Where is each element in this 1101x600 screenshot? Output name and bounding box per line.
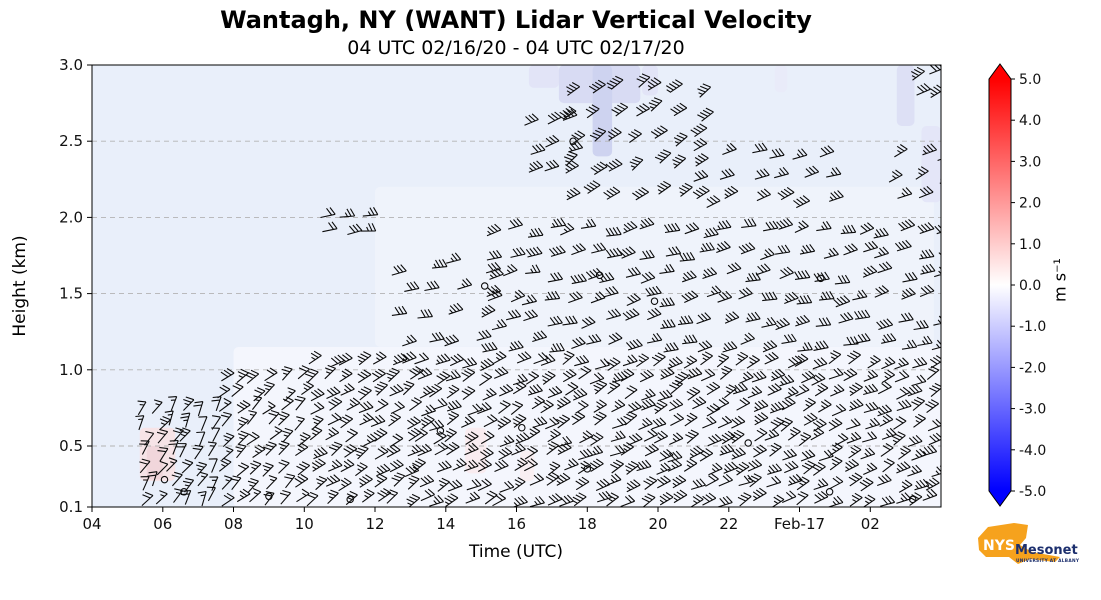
- x-axis: 04 06 08 10 12 14 16 18 20 22 Feb-17 02: [82, 507, 880, 533]
- nysm-logo: NYS Mesonet UNIVERSITY AT ALBANY: [978, 523, 1080, 564]
- x-tick-label: 08: [224, 515, 243, 533]
- x-tick-label: 16: [507, 515, 526, 533]
- logo-nys-text: NYS: [983, 538, 1015, 554]
- colorbar-tick-label: 3.0: [1019, 154, 1041, 170]
- x-tick-label: 18: [578, 515, 597, 533]
- colorbar-tick-label: -4.0: [1019, 443, 1046, 459]
- y-tick-label: 3.0: [59, 56, 83, 74]
- colorbar-gradient: [988, 63, 1012, 507]
- colorbar-tick-label: 4.0: [1019, 113, 1041, 129]
- calm-circles: [160, 137, 917, 504]
- chart-subtitle: 04 UTC 02/16/20 - 04 UTC 02/17/20: [347, 37, 685, 59]
- x-tick-label: 02: [861, 515, 880, 533]
- colorbar-tick-label: -2.0: [1019, 360, 1046, 376]
- x-axis-label: Time (UTC): [469, 542, 563, 562]
- x-tick-label: 10: [295, 515, 314, 533]
- colorbar: 5.0 4.0 3.0 2.0 1.0 0.0 -1.0 -2.0 -3.0 -4.0 -5.0: [988, 63, 1046, 507]
- colorbar-tick-label: 2.0: [1019, 196, 1041, 212]
- y-tick-label: 0.5: [59, 437, 83, 455]
- colorbar-tick-label: -5.0: [1019, 484, 1046, 500]
- colorbar-tick-label: -1.0: [1019, 319, 1046, 335]
- x-tick-label: 14: [436, 515, 455, 533]
- colorbar-tick-label: 1.0: [1019, 237, 1041, 253]
- y-tick-label: 0.1: [59, 498, 83, 516]
- colorbar-tick-label: -3.0: [1019, 402, 1046, 418]
- wind-barbs: [135, 65, 941, 507]
- y-tick-label: 1.0: [59, 361, 83, 379]
- x-tick-label: Feb-17: [774, 515, 825, 533]
- y-tick-label: 2.0: [59, 208, 83, 226]
- x-tick-label: 22: [719, 515, 738, 533]
- colorbar-tick-label: 0.0: [1019, 278, 1041, 294]
- y-tick-label: 1.5: [59, 285, 83, 303]
- y-axis-label: Height (km): [10, 235, 30, 337]
- x-tick-label: 12: [365, 515, 384, 533]
- x-tick-label: 20: [648, 515, 667, 533]
- y-axis: 3.0 2.5 2.0 1.5 1.0 0.5 0.1: [59, 56, 92, 516]
- y-tick-label: 2.5: [59, 132, 83, 150]
- colorbar-tick-label: 5.0: [1019, 72, 1041, 88]
- logo-mesonet-text: Mesonet: [1015, 543, 1078, 558]
- colorbar-label: m s⁻¹: [1050, 258, 1070, 302]
- logo-tagline-text: UNIVERSITY AT ALBANY: [1016, 558, 1080, 564]
- ny-state-shape: [978, 523, 1060, 564]
- chart-title: Wantagh, NY (WANT) Lidar Vertical Veloci…: [220, 6, 812, 34]
- x-tick-label: 06: [153, 515, 172, 533]
- x-tick-label: 04: [82, 515, 101, 533]
